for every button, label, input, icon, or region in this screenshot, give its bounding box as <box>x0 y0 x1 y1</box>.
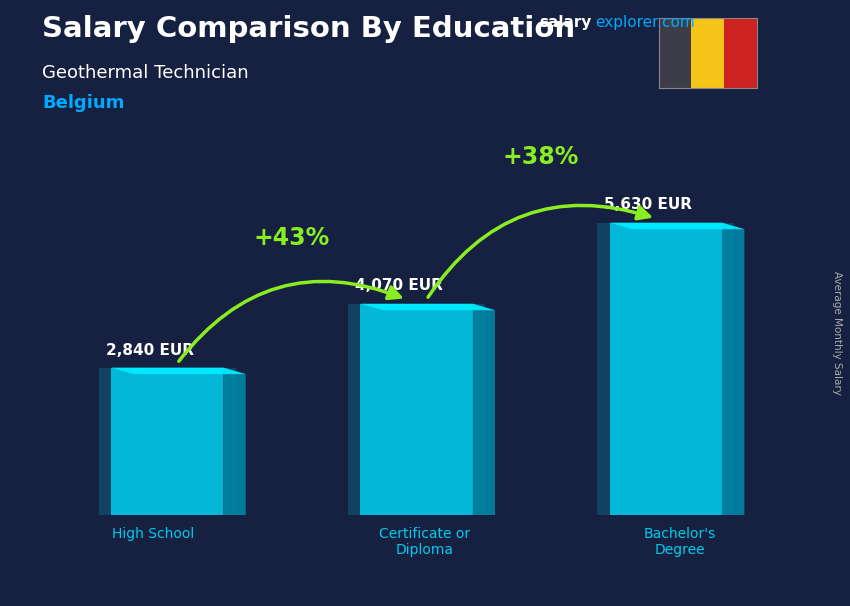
Polygon shape <box>111 368 224 515</box>
Text: +38%: +38% <box>503 145 580 169</box>
Bar <box>724 18 756 88</box>
Text: +43%: +43% <box>253 226 330 250</box>
Text: High School: High School <box>112 527 194 541</box>
Bar <box>659 18 691 88</box>
Text: Geothermal Technician: Geothermal Technician <box>42 64 249 82</box>
Polygon shape <box>722 222 745 522</box>
Text: Salary Comparison By Education: Salary Comparison By Education <box>42 15 575 43</box>
Text: 5,630 EUR: 5,630 EUR <box>604 198 693 212</box>
Text: Bachelor's
Degree: Bachelor's Degree <box>644 527 716 558</box>
Polygon shape <box>360 304 495 310</box>
Text: Certificate or
Diploma: Certificate or Diploma <box>379 527 471 558</box>
Polygon shape <box>598 222 734 515</box>
Bar <box>691 18 724 88</box>
Text: Belgium: Belgium <box>42 94 125 112</box>
Polygon shape <box>360 304 473 515</box>
Polygon shape <box>224 368 246 522</box>
Polygon shape <box>609 222 745 229</box>
Text: Average Monthly Salary: Average Monthly Salary <box>832 271 842 395</box>
Text: 2,840 EUR: 2,840 EUR <box>105 343 194 358</box>
Polygon shape <box>111 368 246 374</box>
Polygon shape <box>473 304 495 522</box>
Polygon shape <box>99 368 235 515</box>
Text: salary: salary <box>540 15 592 30</box>
Text: explorer.com: explorer.com <box>595 15 694 30</box>
Text: 4,070 EUR: 4,070 EUR <box>355 278 443 293</box>
Polygon shape <box>609 222 722 515</box>
Polygon shape <box>348 304 485 515</box>
